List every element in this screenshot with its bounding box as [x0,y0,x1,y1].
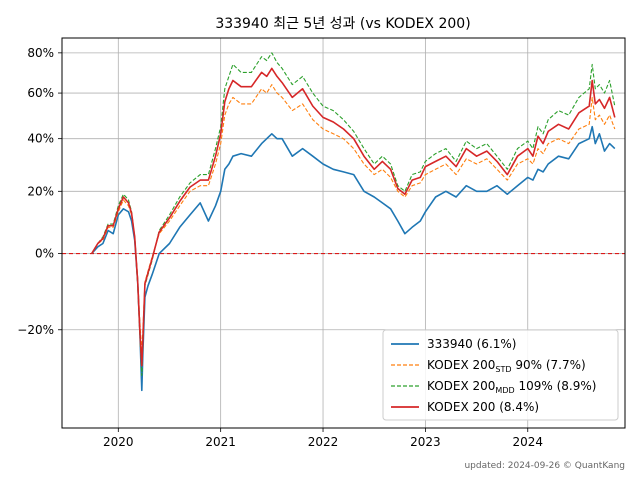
footer-credit: updated: 2024-09-26 © QuantKang [464,461,625,471]
tick-layer: 2020 2021 2022 2023 2024 −20% 0% 20% 40% 60% 80% [17,46,543,449]
x-tick-label: 2024 [512,435,543,449]
series-line-0 [91,125,616,392]
x-tick-label: 2021 [205,435,236,449]
legend-label-tail: 109% (8.9%) [515,379,597,393]
series-line-3 [91,67,616,367]
legend-label-tail: 90% (7.7%) [512,358,586,372]
x-tick-label: 2020 [103,435,134,449]
x-tick-label: 2022 [308,435,339,449]
x-tick-label: 2023 [410,435,441,449]
y-tick-label: 40% [27,132,54,146]
chart-title: 333940 최근 5년 성과 (vs KODEX 200) [215,16,470,32]
y-tick-label: 0% [35,247,54,261]
series-layer [91,52,616,392]
legend-label-3: KODEX 200 (8.4%) [427,400,539,414]
legend-label-subscript: STD [495,365,511,374]
legend-label-subscript: MDD [495,386,514,395]
y-tick-label: 80% [27,46,54,60]
legend-label-0: 333940 (6.1%) [427,337,516,351]
legend: 333940 (6.1%)KODEX 200STD 90% (7.7%)KODE… [382,329,619,421]
legend-label-main: KODEX 200 [427,379,495,393]
legend-label-main: 333940 (6.1%) [427,337,516,351]
plot-frame [61,37,626,429]
y-tick-label: 60% [27,86,54,100]
y-tick-label: −20% [17,323,54,337]
legend-label-1: KODEX 200STD 90% (7.7%) [427,358,586,374]
legend-label-main: KODEX 200 (8.4%) [427,400,539,414]
legend-label-2: KODEX 200MDD 109% (8.9%) [427,379,596,395]
legend-label-main: KODEX 200 [427,358,495,372]
legend-box [382,329,619,421]
y-tick-label: 20% [27,184,54,198]
grid-layer [62,38,625,428]
